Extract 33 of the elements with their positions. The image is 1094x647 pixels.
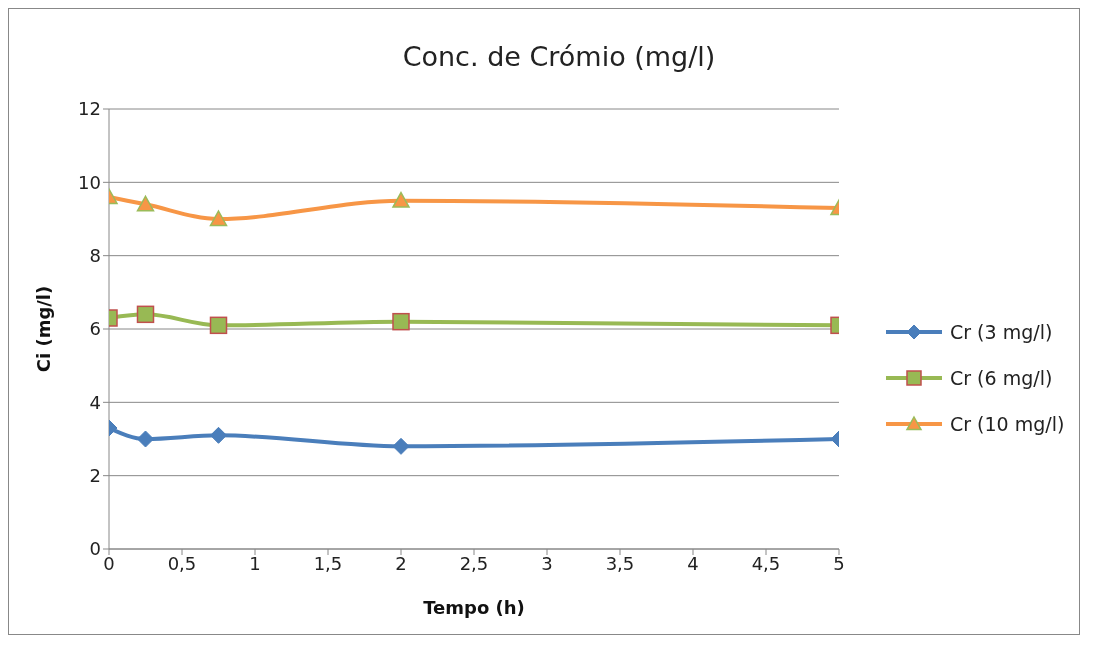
point [137,430,154,448]
y-tick-label: 4 [89,391,101,413]
x-tick-label: 1,5 [313,552,343,574]
x-tick-label: 2 [395,552,407,574]
x-tick-label: 4,5 [751,552,781,574]
x-tick-label: 0 [103,552,115,574]
point [392,312,410,331]
x-tick-label: 4 [687,552,699,574]
y-tick-label: 8 [89,245,101,267]
point [136,305,155,324]
point [209,316,228,335]
x-tick-label: 3 [541,552,553,574]
y-tick-label: 12 [78,98,101,120]
x-tick-label: 3,5 [605,552,635,574]
legend-label: Cr (3 mg/l) [950,321,1053,343]
legend-label: Cr (6 mg/l) [950,367,1053,389]
y-axis-title: Ci (mg/l) [33,285,55,373]
legend-label: Cr (10 mg/l) [950,413,1065,435]
x-tick-label: 1 [249,552,261,574]
point [392,437,410,455]
y-tick-label: 10 [78,171,101,193]
x-tick-label: 2,5 [459,552,489,574]
chart-title: Conc. de Crómio (mg/l) [401,41,717,72]
point [392,191,410,208]
y-tick-label: 2 [89,465,101,487]
x-tick-label: 0,5 [167,552,197,574]
point [209,210,228,227]
x-axis-title: Tempo (h) [423,597,525,618]
y-tick-label: 0 [89,538,101,560]
x-tick-label: 5 [833,552,845,574]
point [210,426,227,444]
point [136,195,155,212]
y-tick-label: 6 [89,318,101,340]
